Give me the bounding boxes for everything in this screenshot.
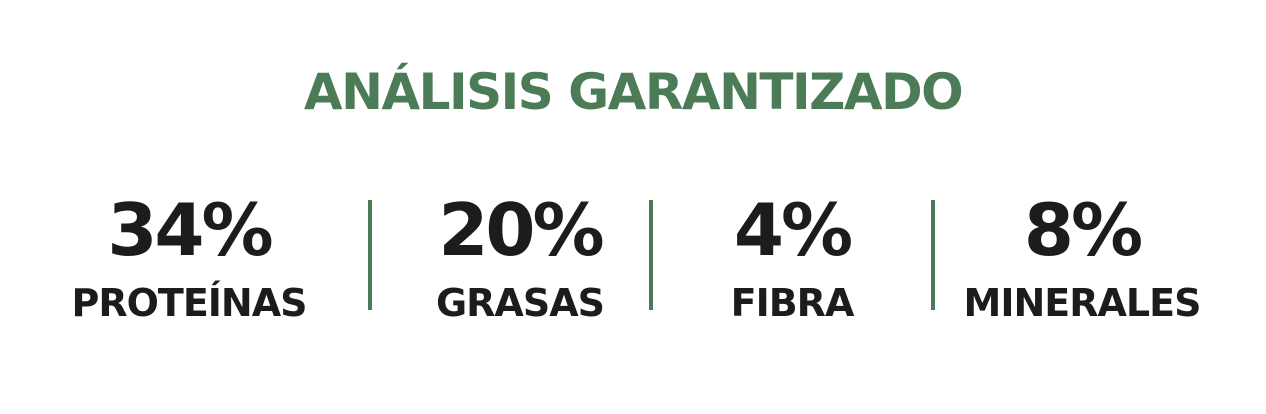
stat-grasas: 20% GRASAS	[360, 185, 680, 325]
stat-label: MINERALES	[963, 281, 1202, 325]
stat-value: 20%	[438, 188, 604, 272]
stat-label: PROTEÍNAS	[71, 281, 307, 325]
stat-value: 34%	[107, 188, 273, 272]
section-title: ANÁLISIS GARANTIZADO	[303, 63, 964, 121]
stat-fibra: 4% FIBRA	[632, 185, 952, 325]
stat-minerales: 8% MINERALES	[922, 185, 1242, 325]
stat-value: 4%	[733, 188, 853, 272]
stat-value: 8%	[1023, 188, 1143, 272]
stat-proteinas: 34% PROTEÍNAS	[29, 185, 349, 325]
divider	[931, 200, 935, 310]
divider	[649, 200, 653, 310]
divider	[368, 200, 372, 310]
stat-label: GRASAS	[435, 281, 605, 325]
stat-label: FIBRA	[730, 281, 855, 325]
